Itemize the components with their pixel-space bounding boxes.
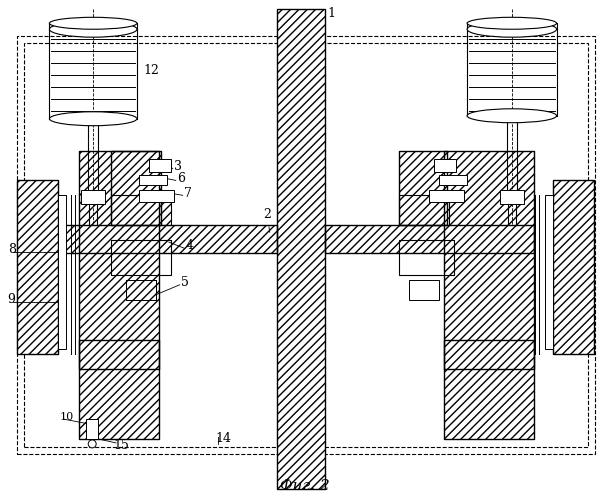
- Bar: [126, 280, 156, 299]
- Bar: [159, 253, 277, 392]
- Text: 7: 7: [184, 187, 192, 200]
- Bar: [444, 340, 534, 439]
- Bar: [325, 225, 534, 253]
- Bar: [79, 150, 159, 370]
- Text: 8: 8: [8, 244, 16, 256]
- Bar: [400, 150, 447, 225]
- Text: 5: 5: [181, 276, 189, 289]
- Text: 4: 4: [186, 238, 194, 252]
- Text: 14: 14: [216, 432, 232, 446]
- Bar: [400, 240, 454, 275]
- Bar: [149, 158, 170, 172]
- Bar: [325, 253, 444, 392]
- Bar: [277, 10, 325, 488]
- Ellipse shape: [467, 18, 557, 29]
- Bar: [500, 190, 524, 204]
- Bar: [111, 196, 170, 225]
- Bar: [86, 419, 98, 439]
- Bar: [79, 340, 159, 439]
- Text: 2: 2: [263, 208, 271, 233]
- Bar: [552, 180, 595, 354]
- Circle shape: [88, 440, 96, 448]
- Bar: [111, 240, 170, 275]
- Text: 9: 9: [8, 293, 15, 306]
- Bar: [430, 190, 464, 202]
- Text: 3: 3: [174, 160, 181, 173]
- Bar: [409, 280, 439, 299]
- Bar: [439, 176, 467, 186]
- Bar: [79, 150, 159, 370]
- Bar: [111, 150, 161, 225]
- Bar: [61, 225, 277, 253]
- Bar: [139, 176, 167, 186]
- Ellipse shape: [467, 109, 557, 122]
- Bar: [16, 180, 59, 354]
- Bar: [24, 43, 588, 447]
- Ellipse shape: [49, 112, 137, 126]
- Ellipse shape: [49, 22, 137, 37]
- Bar: [139, 190, 174, 202]
- Bar: [61, 225, 277, 253]
- Bar: [111, 150, 161, 225]
- Bar: [552, 180, 595, 354]
- Bar: [81, 190, 105, 204]
- Text: Фиг. 2: Фиг. 2: [280, 478, 330, 492]
- Text: 12: 12: [144, 64, 160, 78]
- Text: 10: 10: [59, 412, 73, 422]
- Bar: [79, 340, 159, 439]
- Bar: [434, 158, 456, 172]
- Bar: [59, 196, 67, 350]
- Bar: [400, 240, 454, 275]
- Bar: [111, 196, 170, 225]
- Bar: [444, 150, 534, 370]
- Ellipse shape: [467, 22, 557, 37]
- Bar: [444, 150, 534, 370]
- Ellipse shape: [49, 18, 137, 29]
- Text: 15: 15: [113, 440, 129, 452]
- Bar: [16, 180, 59, 354]
- Bar: [544, 196, 552, 350]
- Bar: [325, 225, 534, 253]
- Bar: [111, 240, 170, 275]
- Bar: [277, 10, 325, 488]
- Bar: [16, 36, 595, 454]
- Bar: [400, 196, 449, 225]
- Bar: [400, 196, 449, 225]
- Text: 6: 6: [177, 172, 185, 185]
- Text: 1: 1: [328, 7, 336, 20]
- Bar: [444, 340, 534, 439]
- Bar: [400, 150, 447, 225]
- Bar: [409, 280, 439, 299]
- Bar: [126, 280, 156, 299]
